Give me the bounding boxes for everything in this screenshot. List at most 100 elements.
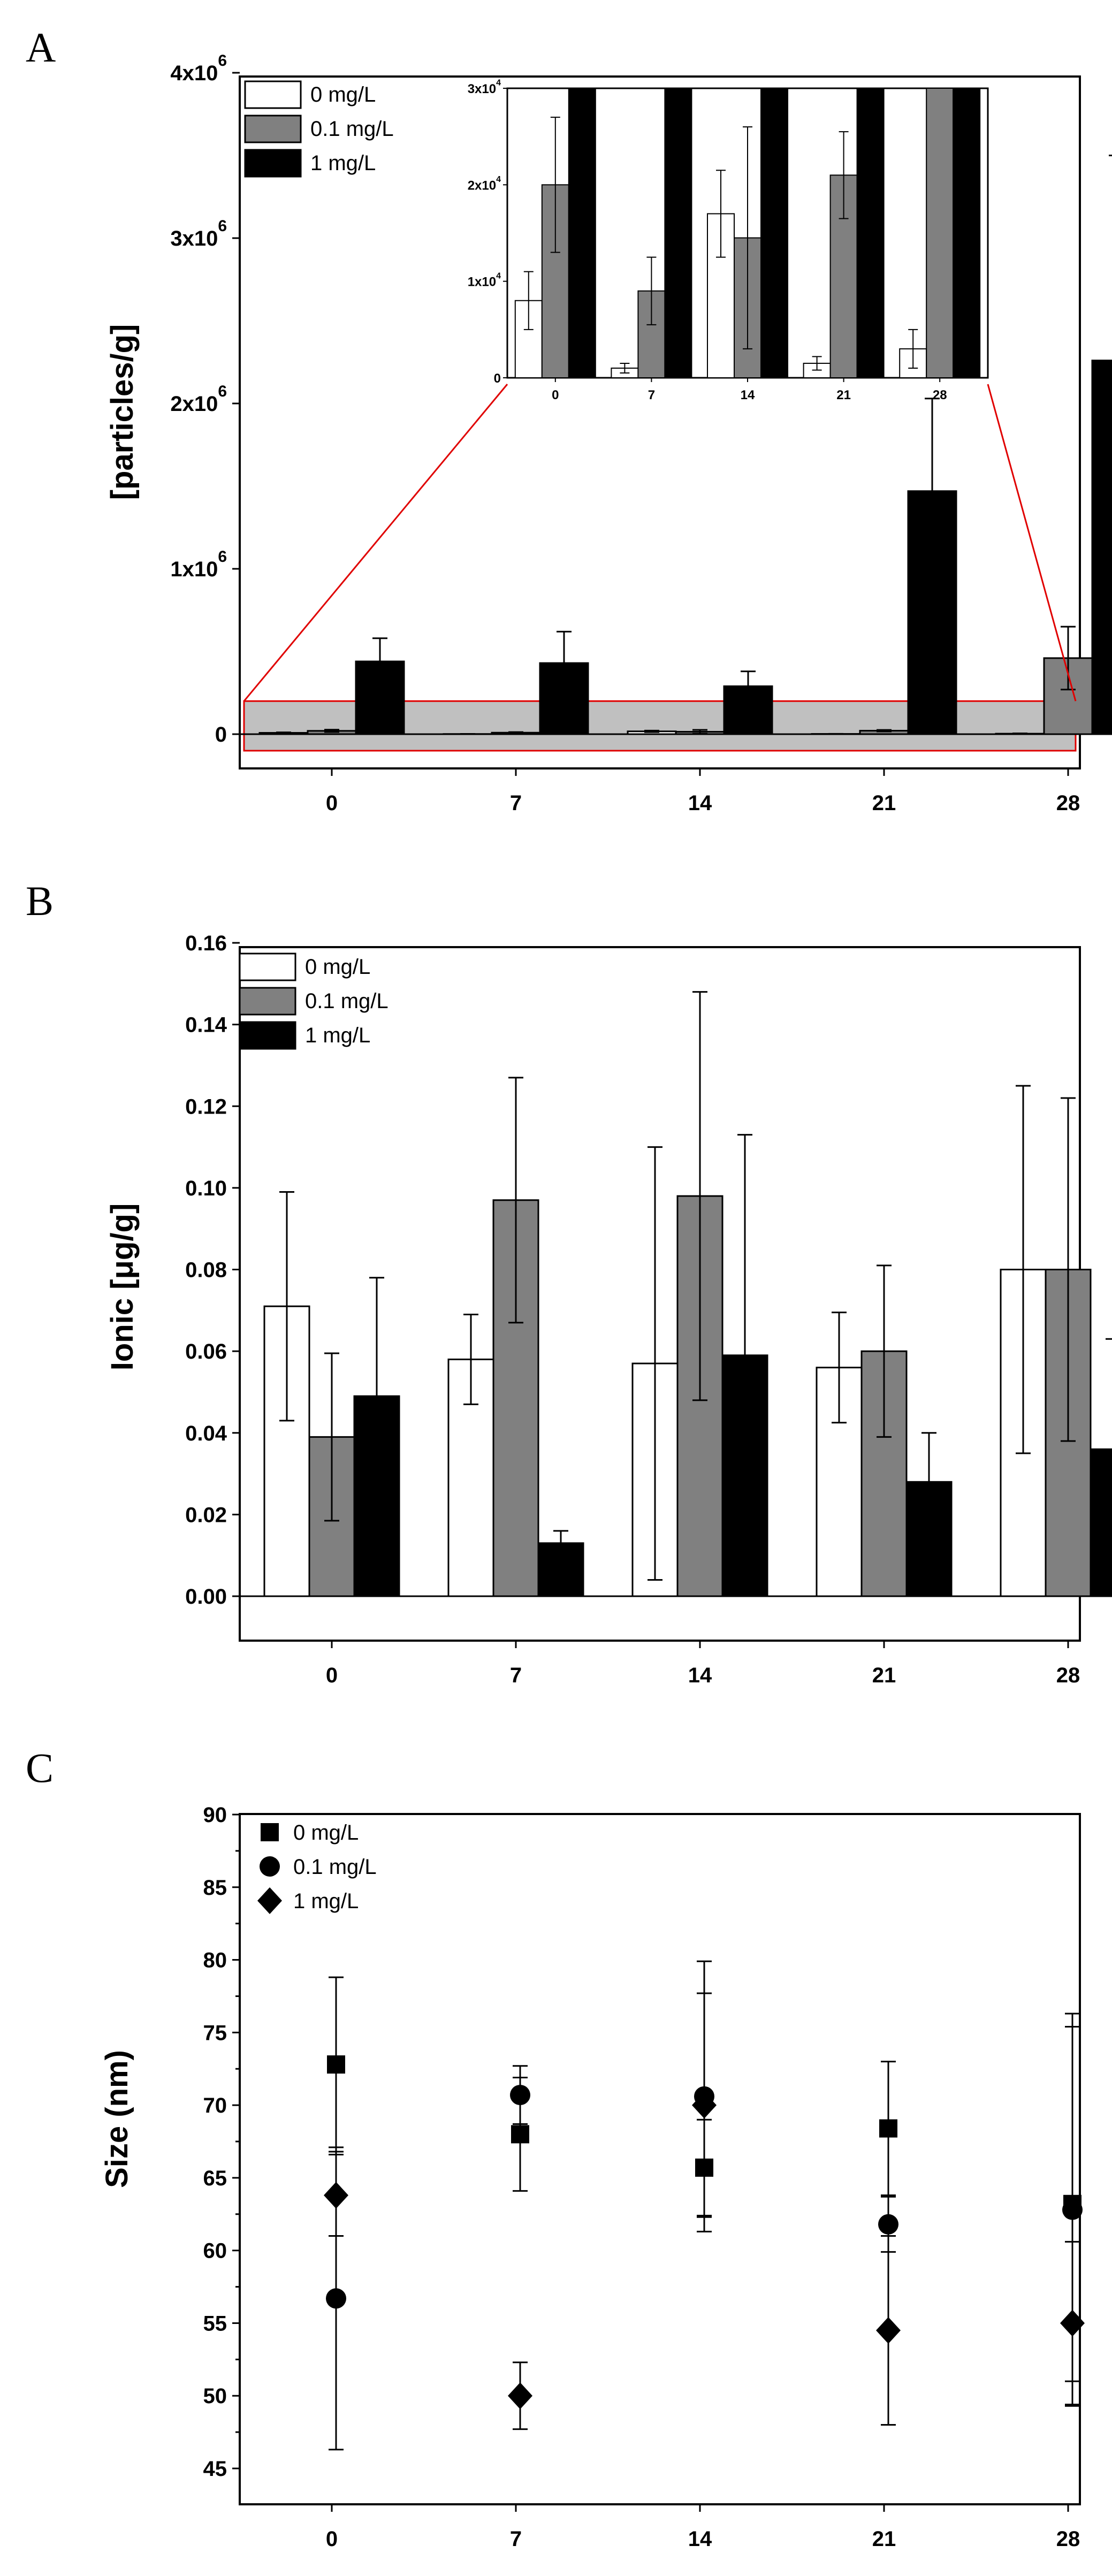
panel-c-y-tick-label: 85: [203, 1876, 227, 1900]
panel-c-plot-frame: [239, 1813, 1081, 2505]
panel-a-inset-x-tick-label: 14: [741, 388, 755, 402]
panel-label-b: B: [26, 878, 54, 924]
panel-b-legend-swatch: [239, 1021, 296, 1050]
panel-c-y-tick-label: 60: [203, 2239, 227, 2263]
panel-c-point: [692, 2092, 717, 2119]
panel-b-bar: [1090, 1448, 1112, 1597]
panel-b-legend-label: 0 mg/L: [305, 955, 370, 979]
panel-c-point: [324, 2182, 348, 2209]
panel-b-y-tick-label: 0.08: [185, 1259, 227, 1282]
panel-a-legend-swatch: [244, 149, 302, 178]
panel-a-inset-x-tick-label: 21: [836, 388, 851, 402]
panel-a-x-tick-label: 28: [1056, 791, 1080, 815]
panel-a-x-tick-label: 21: [872, 791, 896, 815]
panel-c-x-tick-label: 14: [688, 2527, 712, 2551]
panel-c-legend-marker: [260, 1856, 280, 1877]
panel-a-zoom-connector: [243, 384, 508, 702]
panel-a-inset-y-tick-label: 3x104: [468, 79, 501, 96]
panel-a-inset-bar: [568, 88, 596, 378]
panel-c-point: [878, 2214, 898, 2235]
panel-c-legend-label: 0.1 mg/L: [293, 1855, 377, 1879]
panel-c-point: [1060, 2310, 1085, 2337]
panel-a-inset-y-tick-label: 1x104: [468, 271, 501, 289]
panel-c-x-tick-label: 21: [872, 2527, 896, 2551]
panel-label-c: C: [26, 1744, 54, 1791]
panel-c-y-tick-label: 45: [203, 2457, 227, 2481]
panel-b-y-axis-title: Ionic [μg/g]: [105, 1203, 140, 1371]
panel-c-y-axis-title: Size (nm): [100, 2050, 134, 2188]
panel-a-inset-y-tick-label: 0: [494, 371, 501, 386]
panel-c-chart: 45 50 55 60 65 70 75 80 85 90 0 7 14 21 28 0 mg/L 0.1 mg…: [203, 1803, 1085, 2551]
panel-a-inset-bar: [926, 88, 954, 378]
panel-c-x-tick-label: 7: [510, 2527, 522, 2551]
panel-a-legend-label: 1 mg/L: [310, 151, 376, 175]
panel-a-inset-x-tick-label: 7: [648, 388, 655, 402]
panel-b-x-tick-label: 0: [326, 1664, 338, 1687]
panel-b-y-tick-label: 0.02: [185, 1503, 227, 1527]
panel-a-y-tick-label: 0: [215, 723, 227, 746]
panel-a-x-tick-label: 7: [510, 791, 522, 815]
panel-a-y-tick-label: 3x106: [170, 217, 227, 250]
panel-c-y-tick-label: 50: [203, 2384, 227, 2408]
panel-a-inset-bar: [953, 88, 981, 378]
panel-a-x-tick-label: 0: [326, 791, 338, 815]
panel-c-y-tick-label: 75: [203, 2021, 227, 2045]
panel-a-y-tick-label: 4x106: [170, 52, 227, 85]
panel-b-x-tick-label: 7: [510, 1664, 522, 1687]
panel-c-y-tick-label: 70: [203, 2094, 227, 2117]
panel-a-y-axis-title: [particles/g]: [105, 324, 140, 500]
panel-a-inset-x-tick-label: 0: [552, 388, 559, 402]
panel-a-inset-x-tick-label: 28: [933, 388, 947, 402]
panel-c-point: [510, 2085, 530, 2106]
panel-c-point: [1062, 2199, 1083, 2220]
panel-c-y-tick-label: 55: [203, 2312, 227, 2335]
panel-c-y-tick-label: 65: [203, 2167, 227, 2190]
panel-a-inset-bar: [856, 88, 885, 378]
panel-c-legend-label: 0 mg/L: [293, 1821, 359, 1845]
panel-b-legend-swatch: [239, 952, 296, 981]
panel-a-inset-bar: [760, 88, 788, 378]
panel-b-legend-label: 1 mg/L: [305, 1024, 370, 1047]
panel-b-legend-label: 0.1 mg/L: [305, 989, 389, 1013]
panel-a-bar: [1091, 360, 1112, 735]
panel-c-legend-marker: [257, 1887, 282, 1914]
panel-b-y-tick-label: 0.00: [185, 1585, 227, 1609]
panel-c-y-tick-label: 80: [203, 1949, 227, 1972]
panel-a-x-tick-label: 14: [688, 791, 712, 815]
panel-a-chart: 0 1x106 2x106 3x106 4x106 0 7 14 21 28 0 7 14 21 28 0 1x…: [170, 52, 1112, 815]
panel-c-point: [876, 2317, 901, 2344]
panel-c-x-tick-label: 28: [1056, 2527, 1080, 2551]
panel-c-x-tick-label: 0: [326, 2527, 338, 2551]
panel-b-y-tick-label: 0.04: [185, 1422, 227, 1445]
panel-c-point: [508, 2382, 532, 2410]
panel-c-point: [511, 2125, 529, 2144]
panel-c-legend-label: 1 mg/L: [293, 1889, 359, 1913]
panel-a-inset-y-tick-label: 2x104: [468, 175, 501, 193]
panel-b-legend-swatch: [239, 987, 296, 1016]
panel-b-x-tick-label: 28: [1056, 1664, 1080, 1687]
panel-a-legend-label: 0.1 mg/L: [310, 117, 394, 141]
panel-b-y-tick-label: 0.06: [185, 1340, 227, 1363]
panel-b-y-tick-label: 0.10: [185, 1177, 227, 1200]
panel-c-y-tick-label: 90: [203, 1803, 227, 1827]
panel-a-legend-label: 0 mg/L: [310, 83, 376, 106]
panel-a-y-tick-label: 2x106: [170, 383, 227, 416]
panel-b-y-tick-label: 0.14: [185, 1013, 227, 1037]
panel-a-legend-swatch: [244, 80, 302, 109]
panel-a-zoom-connector: [987, 384, 1077, 702]
panel-c-point: [879, 2119, 897, 2138]
panel-a-legend-swatch: [244, 115, 302, 143]
panel-b-y-tick-label: 0.16: [185, 932, 227, 955]
panel-b-chart: 0.00 0.02 0.04 0.06 0.08 0.10 0.12 0.14 0.16 0 7 14…: [185, 932, 1112, 1687]
panel-a-inset-bar: [664, 88, 692, 378]
panel-c-point: [326, 2288, 346, 2309]
panel-label-a: A: [26, 24, 56, 71]
panel-a-y-tick-label: 1x106: [170, 548, 227, 581]
panel-b-y-tick-label: 0.12: [185, 1095, 227, 1118]
panel-b-x-tick-label: 14: [688, 1664, 712, 1687]
panel-c-point: [327, 2055, 345, 2074]
panel-c-legend-marker: [261, 1823, 279, 1841]
panel-b-x-tick-label: 21: [872, 1664, 896, 1687]
